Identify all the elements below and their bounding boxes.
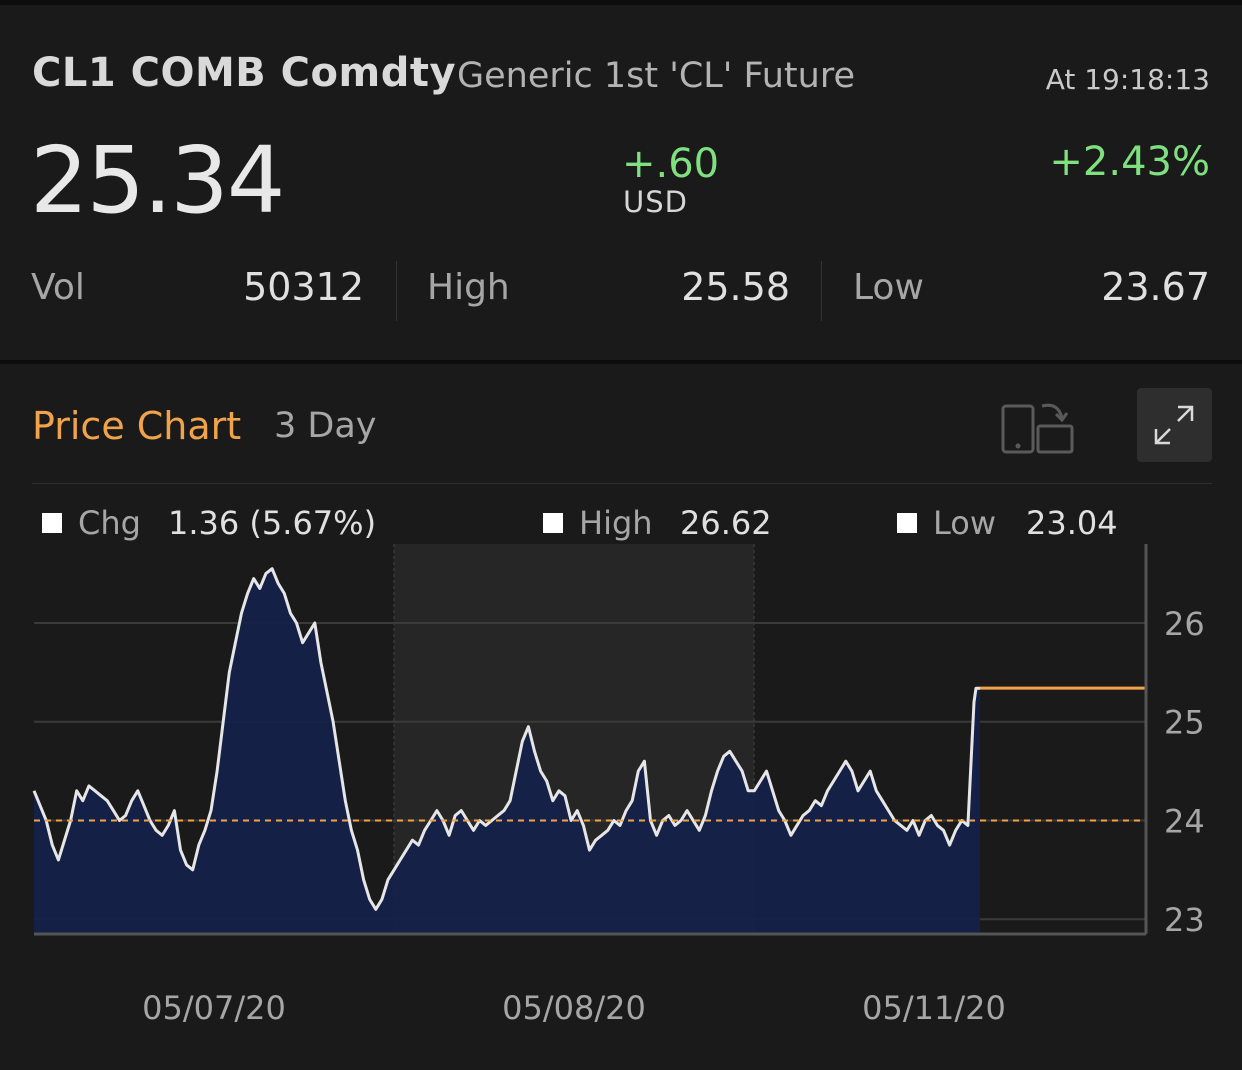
net-change: +.60 [622, 141, 720, 187]
price-chart-title: Price Chart [32, 404, 242, 448]
high-value: 25.58 [681, 265, 790, 309]
y-tick-label: 23 [1164, 901, 1205, 939]
price-chart-panel: Price Chart 3 Day Chg 1.36 (5.67%) High … [0, 364, 1242, 1070]
legend-marker-low [897, 513, 917, 533]
quote-time: At 19:18:13 [1045, 63, 1210, 96]
rotate-screen-icon[interactable] [1000, 400, 1076, 458]
currency: USD [623, 185, 688, 219]
stat-divider [396, 261, 397, 321]
volume-label: Vol [31, 267, 85, 308]
chart-range-selector[interactable]: 3 Day [274, 406, 377, 446]
price-line [32, 567, 980, 911]
stat-divider [821, 261, 822, 321]
expand-icon[interactable] [1137, 388, 1212, 462]
legend-low-label: Low [933, 504, 997, 542]
legend-low-value: 23.04 [1026, 504, 1118, 542]
x-tick-label: 05/07/20 [142, 989, 286, 1027]
x-tick-label: 05/08/20 [502, 989, 646, 1027]
price-chart-plot[interactable]: 23 24 25 26 05/07/20 05/08/20 05/11/20 [0, 544, 1242, 1064]
x-tick-label: 05/11/20 [862, 989, 1006, 1027]
legend-high-value: 26.62 [680, 504, 772, 542]
percent-change: +2.43% [1049, 139, 1210, 185]
legend-marker-chg [42, 513, 62, 533]
high-label: High [427, 267, 510, 308]
y-tick-label: 24 [1164, 802, 1205, 840]
legend-marker-high [543, 513, 563, 533]
last-price: 25.34 [30, 127, 285, 234]
price-area [34, 568, 980, 934]
legend-chg-label: Chg [78, 504, 141, 542]
low-label: Low [853, 267, 924, 308]
y-tick-label: 25 [1164, 704, 1205, 742]
quote-panel: CL1 COMB Comdty Generic 1st 'CL' Future … [0, 5, 1242, 360]
low-value: 23.67 [1101, 265, 1210, 309]
legend-chg-value: 1.36 (5.67%) [168, 504, 377, 542]
security-description: Generic 1st 'CL' Future [457, 56, 855, 96]
volume-value: 50312 [243, 265, 364, 309]
chart-header-divider [32, 483, 1212, 484]
legend-high-label: High [579, 504, 653, 542]
ticker-symbol: CL1 COMB Comdty [32, 50, 457, 96]
y-tick-label: 26 [1164, 605, 1205, 643]
